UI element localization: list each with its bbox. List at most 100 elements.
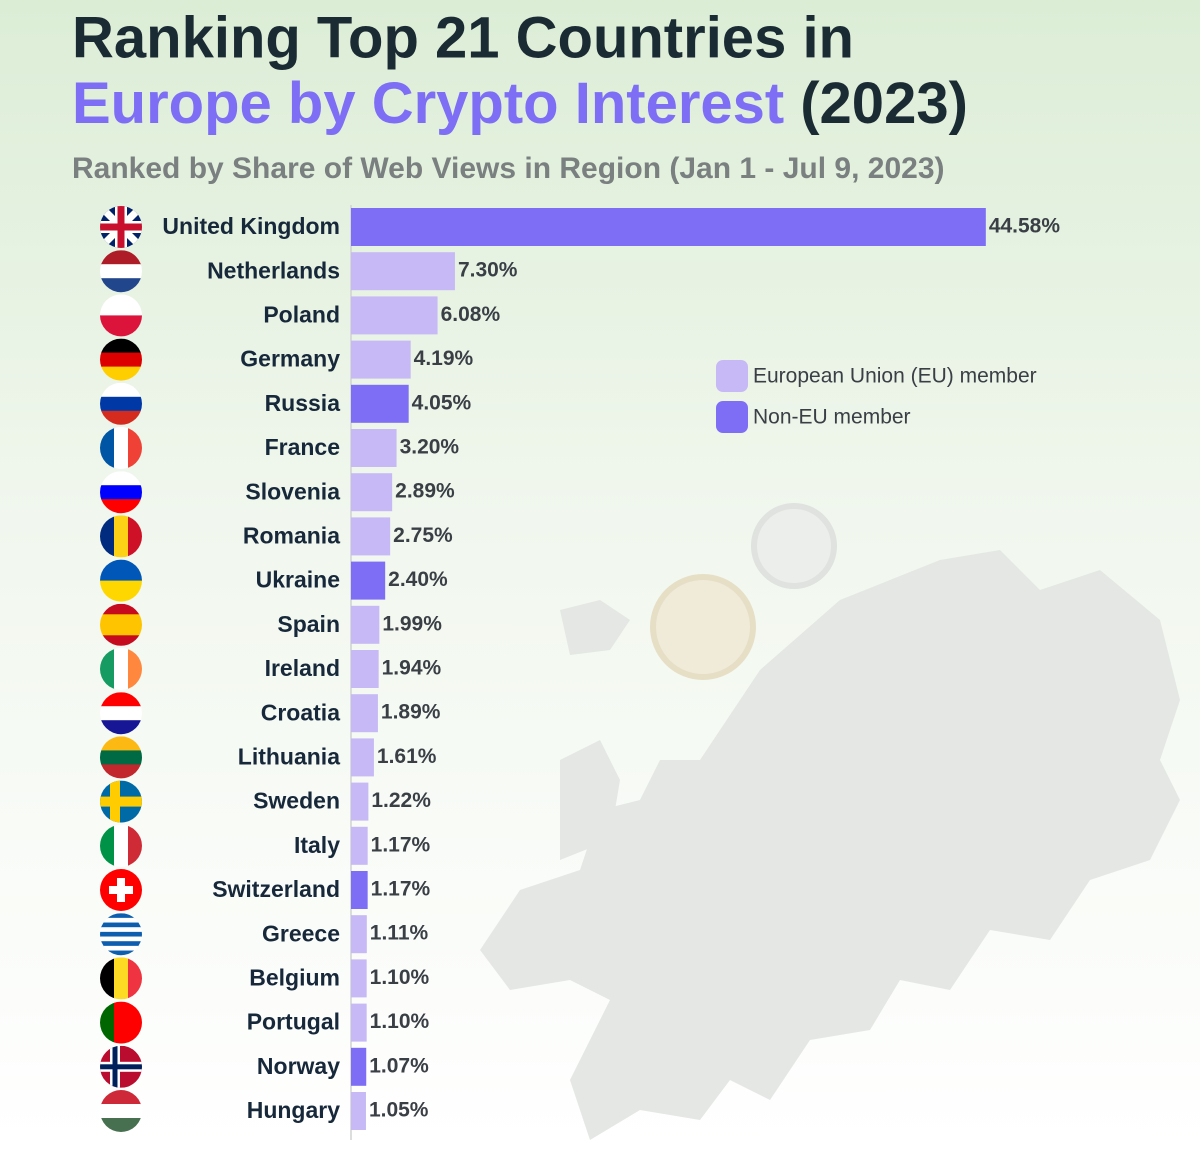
flag-stripe [100, 957, 115, 1000]
flag-stripe [128, 824, 142, 867]
flag-stripe [114, 957, 129, 1000]
bar [351, 1003, 367, 1042]
flag-stripe [128, 957, 142, 1000]
flag-stripe [100, 427, 115, 469]
flag-stripe [100, 278, 142, 293]
y-tick-label: Spain [277, 611, 340, 637]
flag [100, 206, 142, 248]
flag-stripe [100, 366, 142, 381]
bar [351, 252, 455, 291]
y-tick-label: Russia [265, 390, 341, 416]
chart-title: Ranking Top 21 Countries in [72, 5, 854, 70]
flag-stripe [100, 635, 142, 646]
flag [100, 957, 142, 1000]
flag-stripe [100, 692, 142, 707]
data-label: 1.94% [382, 657, 442, 680]
legend-swatch [716, 401, 748, 433]
bar [351, 605, 380, 644]
flag-stripe [100, 917, 142, 924]
y-tick-label: United Kingdom [162, 213, 340, 239]
y-tick-label: Sweden [253, 788, 340, 814]
bar [351, 915, 367, 954]
bar [351, 694, 378, 733]
flag-stripe [114, 515, 129, 558]
flag-stripe [114, 648, 129, 690]
legend-swatch [716, 360, 748, 392]
flag-stripe [100, 648, 115, 690]
data-label: 1.10% [370, 966, 430, 989]
flag-stripe [100, 338, 142, 354]
flag-stripe [100, 559, 142, 582]
flag [100, 338, 142, 381]
data-label: 44.58% [989, 215, 1061, 238]
data-label: 4.05% [412, 391, 472, 414]
title-suffix: (2023) [800, 71, 968, 136]
data-label: 3.20% [400, 436, 460, 459]
bar [351, 782, 369, 821]
flag [100, 648, 142, 690]
data-label: 1.17% [371, 878, 431, 901]
flag-stripe [100, 1090, 142, 1105]
flag-stripe [100, 471, 142, 486]
flag [100, 559, 142, 602]
data-label: 1.05% [369, 1099, 429, 1122]
flag-stripe [100, 941, 142, 947]
flag-stripe [114, 427, 129, 469]
y-tick-label: Hungary [247, 1097, 341, 1123]
bar [351, 1092, 366, 1130]
flag-stripe [114, 1001, 129, 1044]
bar [351, 959, 367, 998]
flag-cross [100, 1064, 142, 1070]
data-label: 1.10% [370, 1010, 430, 1033]
flag-stripe [100, 352, 142, 368]
flag-stripe [100, 927, 142, 933]
flag [100, 780, 142, 823]
flag-stripe [100, 736, 142, 751]
y-tick-label: Slovenia [245, 478, 340, 504]
data-label: 1.17% [371, 833, 431, 856]
flag [100, 1090, 142, 1132]
legend-label: European Union (EU) member [753, 365, 1037, 388]
bar [351, 473, 393, 512]
flag [100, 250, 142, 293]
europe-map [480, 550, 1180, 1140]
data-label: 2.75% [393, 524, 453, 547]
flag-stripe [100, 922, 142, 928]
flag-stripe [100, 315, 142, 337]
flag-stripe [128, 427, 142, 469]
flag [100, 869, 142, 911]
chart-title-line2: Europe by Crypto Interest (2023) [72, 71, 968, 136]
y-tick-label: France [265, 434, 340, 460]
y-tick-label: Croatia [261, 699, 340, 725]
data-label: 1.61% [377, 745, 437, 768]
flag [100, 1001, 142, 1044]
y-tick-label: Switzerland [212, 876, 340, 902]
data-label: 1.07% [369, 1054, 429, 1077]
ethereum-coin [751, 503, 837, 589]
legend-label: Non-EU member [753, 406, 911, 429]
flag-stripe [128, 515, 142, 558]
flag-stripe [100, 945, 142, 952]
flag-stripe [100, 485, 142, 500]
flag [100, 736, 142, 779]
y-tick-label: Lithuania [238, 743, 340, 769]
flag-stripe [100, 764, 142, 779]
bar [351, 650, 379, 688]
y-tick-label: Poland [263, 301, 340, 327]
flag-stripe [100, 410, 142, 425]
flag [100, 1045, 142, 1088]
data-label: 1.89% [381, 701, 441, 724]
flag-stripe [100, 950, 142, 956]
flag-stripe [100, 720, 142, 735]
flag-stripe [100, 515, 115, 558]
flag-cross [100, 223, 142, 231]
flag-stripe [100, 250, 142, 265]
flag [100, 471, 142, 514]
bitcoin-coin [650, 574, 756, 680]
data-label: 4.19% [414, 347, 474, 370]
flag-stripe [128, 1001, 142, 1044]
title-highlight: Europe by Crypto Interest [72, 71, 784, 136]
data-label: 1.99% [382, 612, 442, 635]
flag-stripe [100, 1118, 142, 1132]
flag-stripe [100, 624, 142, 636]
